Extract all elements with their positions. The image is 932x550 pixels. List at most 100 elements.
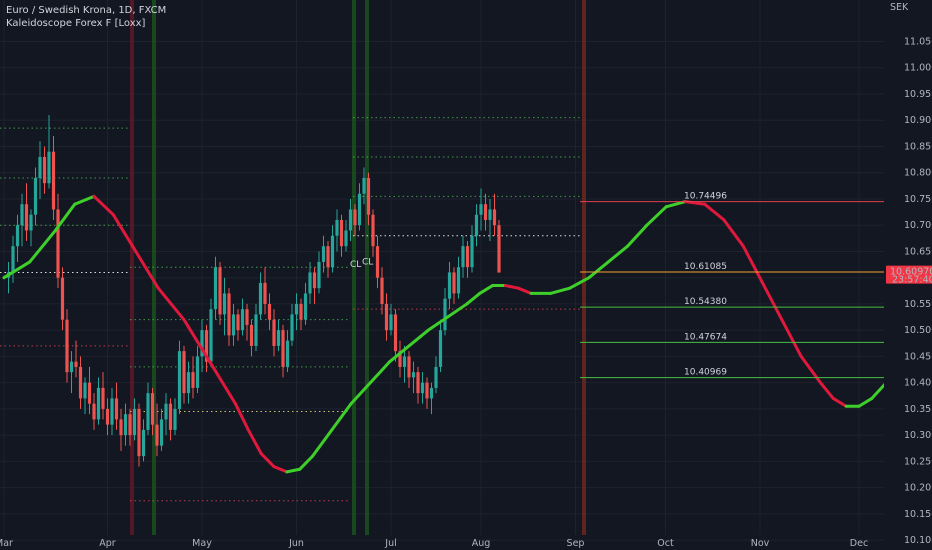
candle-body (281, 330, 285, 367)
price-tick-label: 10.85000 (904, 141, 932, 152)
indicator-segment (272, 465, 289, 474)
price-tick-label: 10.45000 (904, 351, 932, 362)
candle-body (465, 246, 470, 268)
candle-body (164, 403, 168, 420)
indicator-segment (780, 318, 803, 358)
candle-body (366, 177, 371, 215)
candle-body (285, 340, 290, 367)
candle-body (222, 293, 227, 315)
candle-body (168, 403, 173, 430)
indicator-segment (478, 284, 495, 295)
candle-body (236, 314, 240, 331)
candle-body (245, 309, 249, 325)
candle-body (321, 246, 326, 262)
indicator-title[interactable]: Kaleidoscope Forex F [Loxx] (6, 18, 146, 29)
candle-body (83, 382, 87, 399)
candle-body (204, 330, 209, 362)
indicator-segment (349, 381, 372, 406)
indicator-segment (2, 260, 32, 280)
time-tick-label: Mar (0, 538, 13, 549)
indicator-segment (233, 402, 250, 432)
indicator-segment (516, 286, 533, 295)
level-label: 10.54380 (684, 297, 727, 307)
indicator-segment (131, 244, 160, 290)
candle-body (11, 246, 15, 273)
annotation-label: CL (362, 258, 373, 268)
candle-body (308, 272, 312, 294)
candle-body (371, 214, 375, 247)
candle-body (141, 429, 146, 457)
time-tick-label: Apr (99, 538, 116, 549)
candle-body (429, 387, 434, 399)
price-tick-label: 11.05000 (904, 36, 932, 47)
candle-body (155, 424, 159, 446)
candle-body (299, 303, 303, 320)
indicator-segment (156, 286, 186, 322)
candle-body (452, 272, 456, 294)
candle-body (123, 414, 128, 436)
candle-body (456, 267, 461, 294)
candle-body (357, 193, 362, 226)
candle-body (254, 314, 258, 346)
price-tick-label: 10.50000 (904, 325, 932, 336)
price-tick-label: 11.00000 (904, 63, 932, 74)
current-price-tag (886, 265, 932, 284)
candle-body (177, 351, 182, 409)
price-tick-label: 10.65000 (904, 246, 932, 257)
candle-body (492, 209, 497, 226)
price-axis[interactable]: SEK 11.05000 11.00000 10.95000 10.90000 10.85… (884, 0, 932, 550)
level-label: 10.61085 (684, 262, 727, 272)
candle-body (69, 361, 74, 373)
level-label: 10.74496 (684, 192, 727, 202)
candle-body (461, 246, 465, 268)
candle-body (231, 314, 236, 336)
time-tick-label: May (192, 538, 212, 549)
indicator-segment (246, 428, 263, 456)
candle-body (375, 246, 380, 278)
candle-body (483, 204, 488, 220)
candle-body (447, 272, 452, 299)
candle-body (92, 403, 96, 420)
indicator-segment (606, 244, 630, 264)
candle-body (24, 204, 29, 231)
candle-body (312, 272, 317, 289)
price-tick-label: 10.15000 (904, 509, 932, 520)
signal-band (582, 0, 586, 535)
candle-body (186, 372, 191, 394)
symbol-title[interactable]: Euro / Swedish Krona, 1D, FXCM (6, 5, 167, 16)
candle-body (330, 235, 335, 268)
indicator-segment (703, 202, 726, 222)
candle-body (488, 209, 492, 220)
candle-body (213, 267, 218, 310)
candle-body (276, 330, 281, 346)
candle-body (60, 277, 65, 320)
indicator-segment (645, 205, 668, 227)
candle-body (420, 382, 425, 394)
candle-body (411, 372, 416, 378)
chart-legend: Euro / Swedish Krona, 1D, FXCM Kaleidosc… (6, 4, 166, 30)
candle-body (303, 293, 308, 320)
signal-band (352, 0, 356, 535)
annotation-label: CL (350, 260, 361, 270)
candle-body (249, 324, 254, 346)
candle-body (119, 419, 123, 436)
candle-body (159, 419, 164, 446)
candle-body (339, 219, 344, 247)
candle-body (33, 177, 38, 215)
indicator-segment (503, 284, 520, 290)
price-tick-label: 10.70000 (904, 220, 932, 231)
indicator-segment (298, 454, 315, 471)
price-tick-label: 10.40000 (904, 378, 932, 389)
time-axis[interactable]: Mar Apr May Jun Jul Aug Sep Oct Nov Dec (0, 538, 868, 549)
candle-body (182, 351, 186, 394)
candle-body (470, 235, 474, 268)
candle-body (78, 366, 83, 399)
indicator-segment (568, 276, 591, 290)
indicator-segment (111, 213, 135, 248)
projection-levels: 10.74496 10.61085 10.54380 10.47674 10.40969 (580, 192, 884, 379)
price-tick-label: 10.95000 (904, 89, 932, 100)
time-tick-label: Nov (751, 538, 770, 549)
indicator-segment (831, 396, 848, 408)
candle-body (267, 303, 272, 320)
